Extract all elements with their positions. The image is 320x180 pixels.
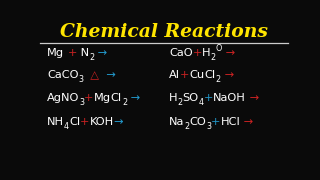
Text: 2: 2 (184, 122, 189, 131)
Text: +: + (204, 93, 213, 103)
Text: +: + (193, 48, 202, 58)
Text: +: + (211, 117, 220, 127)
Text: Cl: Cl (204, 70, 216, 80)
Text: 4: 4 (199, 98, 204, 107)
Text: →: → (246, 93, 259, 103)
Text: AgNO: AgNO (47, 93, 79, 103)
Text: Al: Al (169, 70, 180, 80)
Text: Cu: Cu (189, 70, 204, 80)
Text: Na: Na (169, 117, 184, 127)
Text: NaOH: NaOH (213, 93, 246, 103)
Text: 2: 2 (211, 53, 216, 62)
Text: Mg: Mg (47, 48, 64, 58)
Text: SO: SO (183, 93, 199, 103)
Text: HCl: HCl (220, 117, 240, 127)
Text: +: + (84, 93, 94, 103)
Text: O: O (216, 44, 222, 53)
Text: Mg: Mg (94, 93, 111, 103)
Text: →: → (240, 117, 253, 127)
Text: Chemical Reactions: Chemical Reactions (60, 23, 268, 41)
Text: CO: CO (189, 117, 206, 127)
Text: NH: NH (47, 117, 64, 127)
Text: H: H (202, 48, 211, 58)
Text: 2: 2 (122, 98, 127, 107)
Text: →: → (100, 70, 116, 80)
Text: 4: 4 (64, 122, 69, 131)
Text: KOH: KOH (90, 117, 114, 127)
Text: →: → (114, 117, 123, 127)
Text: →: → (221, 70, 234, 80)
Text: 2: 2 (178, 98, 183, 107)
Text: Cl: Cl (69, 117, 80, 127)
Text: +: + (180, 70, 189, 80)
Text: H: H (169, 93, 178, 103)
Text: 3: 3 (78, 75, 84, 84)
Text: Cl: Cl (111, 93, 122, 103)
Text: 2: 2 (89, 53, 94, 62)
Text: 3: 3 (79, 98, 84, 107)
Text: 2: 2 (216, 75, 221, 84)
Text: 3: 3 (206, 122, 211, 131)
Text: CaCO: CaCO (47, 70, 78, 80)
Text: N: N (77, 48, 89, 58)
Text: →: → (222, 48, 235, 58)
Text: CaO: CaO (169, 48, 193, 58)
Text: →: → (94, 48, 108, 58)
Text: △: △ (84, 70, 100, 80)
Text: →: → (127, 93, 140, 103)
Text: +: + (68, 48, 77, 58)
Text: +: + (80, 117, 90, 127)
